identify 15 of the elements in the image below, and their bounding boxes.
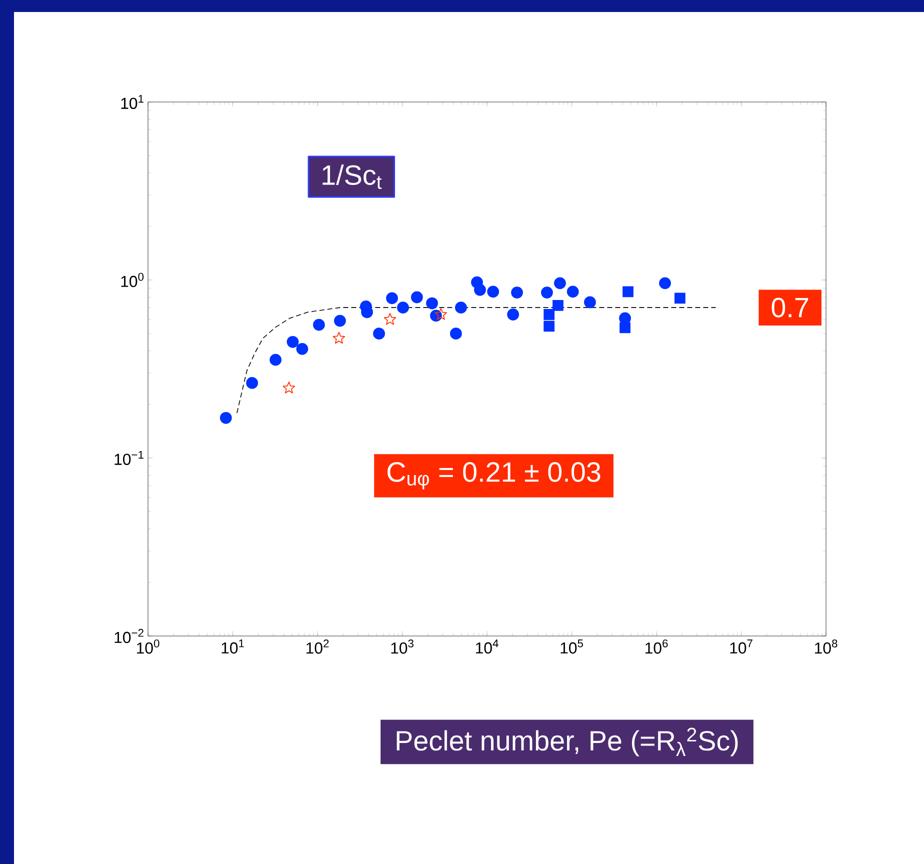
y-tick-label: 10$^{0}$ xyxy=(121,272,144,288)
x-tick-label: 10$^{6}$ xyxy=(646,640,668,654)
x-tick-label: 10$^{2}$ xyxy=(306,640,329,654)
y-tick-label: 10$^{−1}$ xyxy=(114,450,144,466)
x-tick-label: 10$^{4}$ xyxy=(476,640,498,654)
y-axis-title: 1/Sc$_{t}$ xyxy=(322,164,382,189)
y-tick-label: 10$^{1}$ xyxy=(121,94,144,110)
x-tick-label: 10$^{8}$ xyxy=(815,640,838,654)
x-axis-title: Peclet number, Pe (=R$_{λ}$$^{2}$Sc) xyxy=(396,728,738,756)
annotation: C$_{uφ}$ = 0.21 ± 0.03 xyxy=(388,462,600,490)
annotation: 0.7 xyxy=(772,298,808,318)
x-tick-label: 10$^{5}$ xyxy=(560,640,584,654)
x-tick-label: 10$^{7}$ xyxy=(730,640,752,654)
x-tick-label: 10$^{3}$ xyxy=(391,640,414,654)
x-tick-label: 10$^{1}$ xyxy=(222,640,244,654)
